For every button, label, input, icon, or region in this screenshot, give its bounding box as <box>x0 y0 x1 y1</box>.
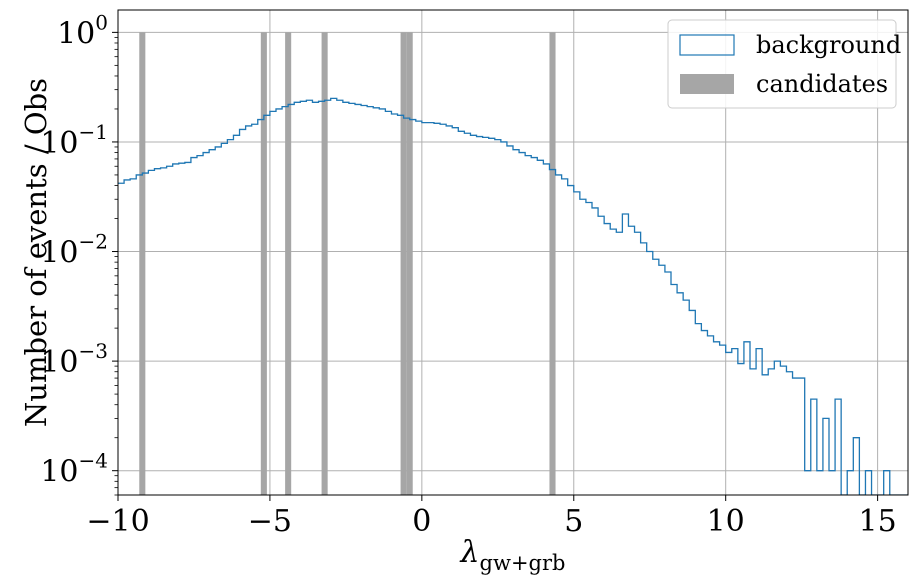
candidate-bar <box>549 32 556 495</box>
legend-label-candidates: candidates <box>756 70 888 98</box>
y-tick-base: 10 <box>40 236 78 271</box>
y-tick-exponent: −2 <box>79 230 108 254</box>
plot-frame <box>117 9 909 496</box>
candidate-bar <box>285 32 292 495</box>
legend-swatch-candidates <box>680 74 734 94</box>
y-tick-label: 10−4 <box>40 449 108 490</box>
y-tick-label: 10−1 <box>40 120 108 161</box>
candidates-series <box>139 32 556 495</box>
x-tick-label: 0 <box>412 504 431 539</box>
x-tick-label: −10 <box>86 504 149 539</box>
y-tick-base: 10 <box>40 455 78 490</box>
y-tick-label: 100 <box>57 10 108 51</box>
candidate-bar <box>406 32 413 495</box>
x-axis-label: λgw+grb <box>460 535 566 575</box>
x-tick-label: 5 <box>564 504 583 539</box>
x-axis-label-subscript: gw+grb <box>480 551 566 575</box>
candidate-bar <box>260 32 267 495</box>
background-step-line <box>118 97 908 495</box>
x-axis: −10 −5 0 5 10 15 <box>86 495 897 539</box>
y-tick-base: 10 <box>40 126 78 161</box>
y-axis-label: Number of events / Obs <box>19 78 53 427</box>
y-tick-exponent: 0 <box>95 10 108 34</box>
y-tick-label: 10−3 <box>40 339 108 380</box>
y-tick-base: 10 <box>57 16 95 51</box>
legend-label-background: background <box>756 31 901 59</box>
y-tick-exponent: −1 <box>79 120 108 144</box>
y-tick-base: 10 <box>40 345 78 380</box>
x-tick-label: 10 <box>707 504 745 539</box>
x-tick-label: 15 <box>859 504 897 539</box>
y-tick-exponent: −4 <box>79 449 108 473</box>
candidate-bar <box>139 32 146 495</box>
legend-swatch-background <box>679 34 735 56</box>
candidate-bar <box>321 32 328 495</box>
y-tick-exponent: −3 <box>79 339 108 363</box>
x-axis-label-main: λ <box>460 535 480 570</box>
legend: background candidates <box>667 19 901 109</box>
background-series <box>118 97 908 495</box>
y-tick-label: 10−2 <box>40 230 108 271</box>
x-tick-label: −5 <box>248 504 292 539</box>
candidate-bar <box>400 32 407 495</box>
